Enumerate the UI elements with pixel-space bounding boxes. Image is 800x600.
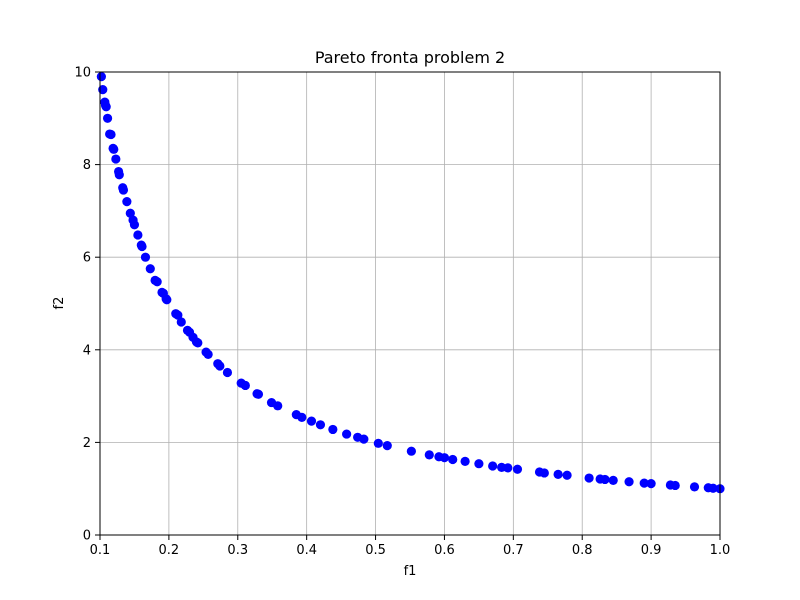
data-point [646,479,656,489]
x-tick-label: 0.2 [159,543,180,558]
x-tick-label: 0.3 [227,543,248,558]
plot-frame [99,71,721,536]
data-point [315,420,326,430]
data-point [133,230,143,240]
data-point [273,401,283,411]
data-point [297,412,307,422]
data-point [474,459,484,469]
x-tick-label: 0.6 [434,543,455,558]
y-tick-label: 4 [83,343,91,358]
x-axis-label: f1 [404,564,417,579]
y-tick-label: 8 [83,158,91,173]
data-point [176,317,186,327]
y-tick-label: 10 [74,66,91,81]
data-point [328,424,338,435]
data-point [448,454,458,465]
data-point [689,482,700,492]
data-point [106,129,116,140]
data-point [359,434,369,444]
data-point [503,463,513,473]
data-point [624,477,634,487]
data-point [512,464,523,474]
data-point [122,197,132,207]
x-tick-label: 1.0 [710,543,731,558]
chart-title: Pareto fronta problem 2 [315,48,505,67]
x-tick-label: 0.7 [503,543,524,558]
data-point [253,389,264,399]
data-point [193,338,203,348]
data-point [306,416,317,426]
data-point [608,475,618,485]
x-tick-label: 0.4 [296,543,317,558]
data-point [240,380,250,391]
data-point [373,438,383,448]
data-point [137,241,147,252]
scatter-points [96,72,725,494]
data-point [173,310,183,320]
data-point [114,170,124,180]
data-point [111,154,121,164]
data-point [96,72,106,82]
data-point [406,446,416,456]
tick-labels: 0.1 0.2 0.3 0.4 0.5 0.6 0.7 0.8 0.9 1.0 0 2 4 6 8 10 [74,66,730,559]
data-point [162,295,172,305]
y-tick-label: 6 [83,251,91,266]
data-point [424,450,434,460]
data-point [539,468,549,478]
plot-area [100,72,720,535]
x-tick-label: 0.5 [365,543,386,558]
data-point [342,429,352,439]
data-point [553,469,563,479]
x-tick-label: 0.8 [572,543,593,558]
x-tick-label: 0.1 [90,543,111,558]
data-point [145,264,155,274]
data-point [140,252,151,262]
data-point [118,185,129,195]
data-point [101,102,111,112]
y-tick-label: 0 [83,529,91,544]
data-point [125,208,135,218]
data-point [215,361,225,371]
data-point [129,220,140,230]
data-point [382,441,392,451]
axis-ticks [95,71,721,540]
y-tick-label: 2 [83,436,91,451]
data-point [102,113,113,123]
data-point [152,277,162,287]
data-point [639,478,649,488]
data-point [109,144,119,154]
data-point [562,470,572,480]
data-point [222,367,233,378]
data-point [708,483,718,493]
data-point [600,474,610,485]
data-point [584,473,594,483]
data-point [488,461,498,471]
data-point [203,349,213,360]
y-axis-label: f2 [52,297,67,310]
data-point [439,453,450,463]
data-point [670,480,680,491]
data-point [460,456,470,466]
x-tick-label: 0.9 [641,543,662,558]
